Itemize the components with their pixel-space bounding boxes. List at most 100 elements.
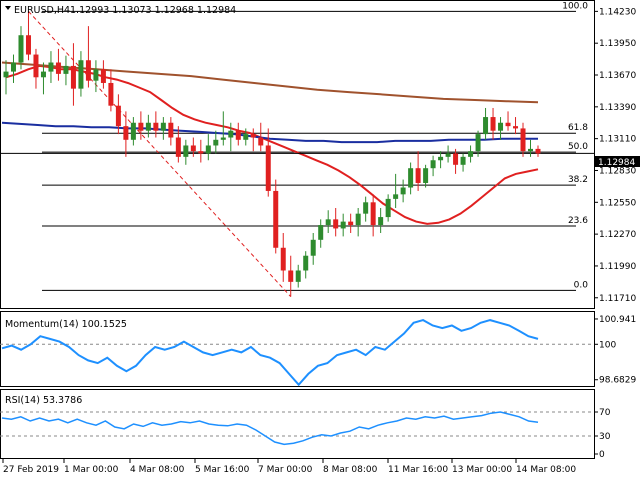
axes-layer: 1.14230 1.13950 1.13670 1.13390 1.13110 1.128… [2,7,636,475]
candle-body [18,35,24,63]
candle-body [205,145,211,154]
candle-body [63,65,69,74]
candle-body [528,148,534,152]
candle-body [453,153,459,165]
candle-body [33,54,39,78]
candle-body [250,134,256,138]
candle-body [400,187,406,195]
momentum-header: Momentum(14) 100.1525 [5,319,127,330]
momentum-panel[interactable] [0,311,595,387]
candle-body [183,145,189,157]
candle-body [318,225,324,240]
candle-body [48,62,54,72]
triangle-down-icon[interactable] [5,6,11,10]
candle-body [138,122,144,131]
candle-body [93,69,99,81]
candle-body [280,247,286,271]
candle-body [160,122,166,131]
ohlc-values: 1.12993 1.13073 1.12968 1.12984 [70,5,236,16]
candle-body [108,82,114,106]
x-tick-label: 27 Feb 2019 [3,465,59,475]
x-tick-label: 8 Mar 08:00 [323,465,378,475]
candle-body [408,168,414,188]
rsi-tick-label: 30 [599,432,611,442]
candle-body [145,122,151,131]
candle-body [370,202,376,226]
candle-body [295,270,301,282]
candle-body [423,168,429,183]
x-tick-label: 5 Mar 16:00 [195,465,250,475]
candle-body [198,151,204,154]
fib-level-label: 50.0 [568,142,588,152]
symbol-label: EURUSD,H4 [14,5,70,16]
candle-body [265,145,271,191]
candle-body [430,160,436,169]
candle-body [303,255,309,271]
candle-body [243,134,249,140]
rsi-tick-label: 70 [599,408,611,418]
candle-body [490,117,496,131]
candle-body [235,130,241,140]
x-tick-label: 4 Mar 08:00 [130,465,185,475]
rsi-header: RSI(14) 53.3786 [5,395,82,406]
candle-body [258,137,264,146]
candle-body [123,126,129,140]
price-tick-label: 1.12550 [599,198,636,208]
rsi-series-layer [0,411,594,446]
candle-body [85,60,91,81]
candle-body [213,139,219,146]
candle-body [513,126,519,129]
fib-level-label: 0.0 [574,280,589,290]
candle-body [115,105,121,127]
candle-body [355,213,361,226]
candle-body [25,35,31,55]
candle-body [505,122,511,127]
candle-body [460,156,466,165]
candle-body [288,270,294,282]
candle-body [378,217,384,226]
price-panel[interactable] [0,0,595,309]
fib-level-label: 38.2 [568,175,588,185]
price-tick-label: 1.13950 [599,39,636,49]
candle-body [130,122,136,140]
momentum-tick-label: 98.6829 [599,376,636,386]
candle-body [168,122,174,138]
price-tick-label: 1.13110 [599,135,636,145]
price-tick-label: 1.13670 [599,71,636,81]
candle-body [348,221,354,226]
candle-body [310,239,316,256]
candle-body [445,153,451,157]
x-tick-label: 11 Mar 16:00 [388,465,448,475]
fib-level-label: 61.8 [568,123,588,133]
momentum-line [1,319,539,387]
price-series-layer: 100.0 61.8 50.0 38.2 23.6 0.0 [0,1,594,297]
candle-body [175,137,181,157]
candle-body [468,151,474,157]
candle-body [393,194,399,199]
moving-average-line [1,61,539,104]
price-tick-label: 1.11710 [599,294,636,304]
x-tick-label: 13 Mar 00:00 [452,465,512,475]
candle-body [535,148,541,154]
candle-body [438,156,444,161]
rsi-line [1,411,539,446]
candle-body [520,128,526,152]
candle-body [483,117,489,135]
current-price-badge [595,156,640,167]
momentum-tick-label: 100.941 [599,315,636,325]
candle-body [78,60,84,89]
candle-body [325,219,331,226]
fib-trend-line [28,11,292,297]
candle-body [475,134,481,152]
candle-body [100,69,106,83]
candle-body [340,221,346,229]
price-tick-label: 1.12270 [599,230,636,240]
price-tick-label: 1.11990 [599,262,636,272]
price-tick-label: 1.12830 [599,166,636,176]
momentum-series-layer [0,319,594,387]
candle-body [220,137,226,140]
candle-body [55,62,61,74]
x-tick-label: 1 Mar 00:00 [64,465,119,475]
candle-body [10,62,16,72]
